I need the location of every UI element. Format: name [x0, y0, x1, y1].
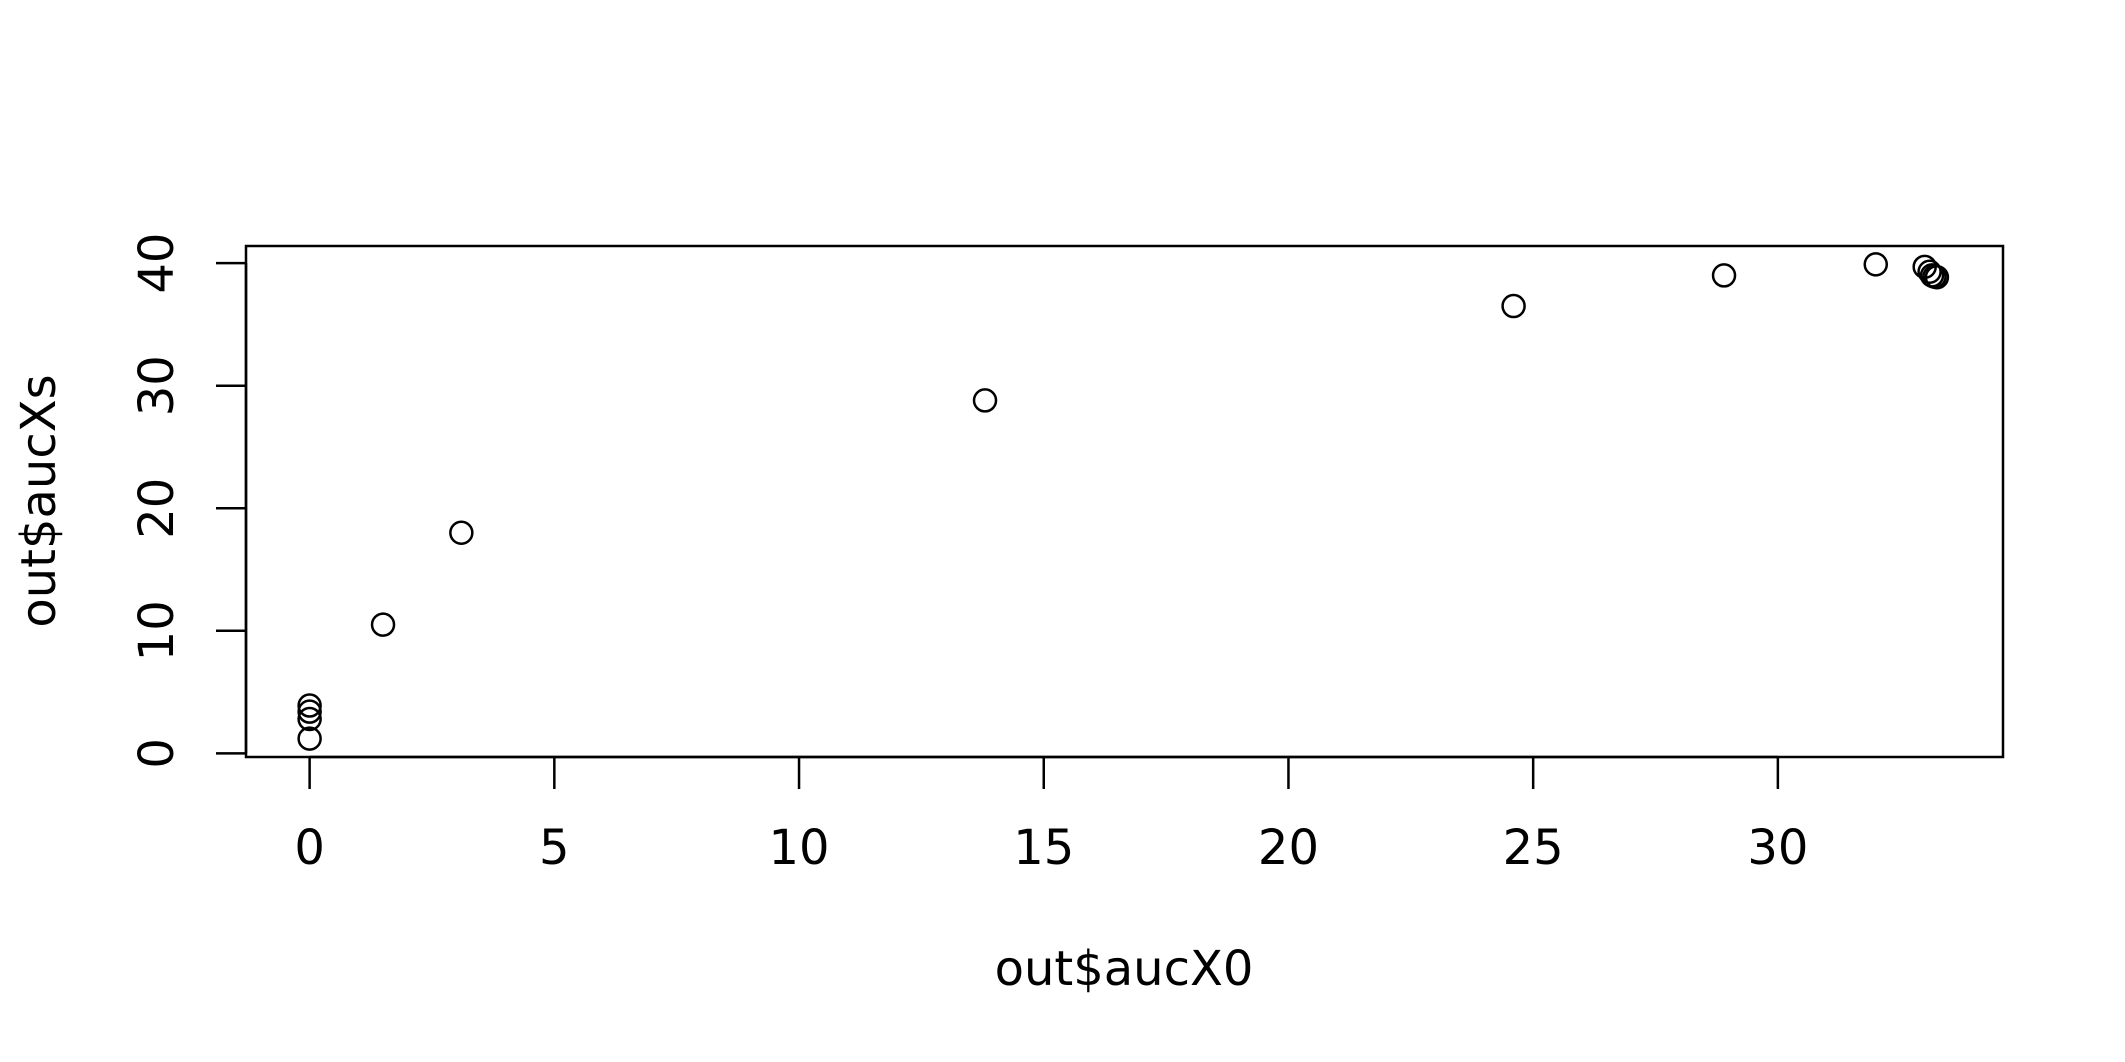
data-point [370, 612, 396, 637]
data-point [972, 388, 998, 413]
x-tick-label: 20 [1258, 820, 1319, 876]
data-point [1924, 264, 1950, 290]
x-axis: 0 5 10 15 20 25 30 [294, 755, 1808, 876]
x-tick-label: 30 [1747, 820, 1808, 876]
x-tick-label: 5 [539, 820, 570, 876]
data-point [297, 726, 322, 751]
data-point [1863, 252, 1889, 277]
data-point [297, 699, 322, 724]
x-axis-label: out$aucX0 [995, 941, 1254, 997]
data-points [297, 252, 1950, 751]
y-tick-label: 10 [129, 600, 185, 661]
y-tick-label: 40 [129, 233, 185, 294]
data-point [297, 693, 322, 718]
y-tick-label: 20 [129, 478, 185, 539]
y-axis: 0 10 20 30 40 [129, 233, 248, 769]
y-axis-label: out$aucXs [11, 374, 67, 627]
data-point [1711, 263, 1737, 288]
data-point [1917, 259, 1942, 284]
data-point [297, 706, 322, 732]
y-tick-label: 0 [129, 738, 185, 769]
x-tick-label: 25 [1503, 820, 1564, 876]
y-tick-label: 30 [129, 355, 185, 416]
data-point [449, 520, 474, 545]
plot-frame [244, 244, 2005, 759]
data-point [1501, 293, 1526, 319]
x-tick-label: 15 [1013, 820, 1074, 876]
x-tick-label: 0 [294, 820, 325, 876]
x-tick-label: 10 [768, 820, 829, 876]
